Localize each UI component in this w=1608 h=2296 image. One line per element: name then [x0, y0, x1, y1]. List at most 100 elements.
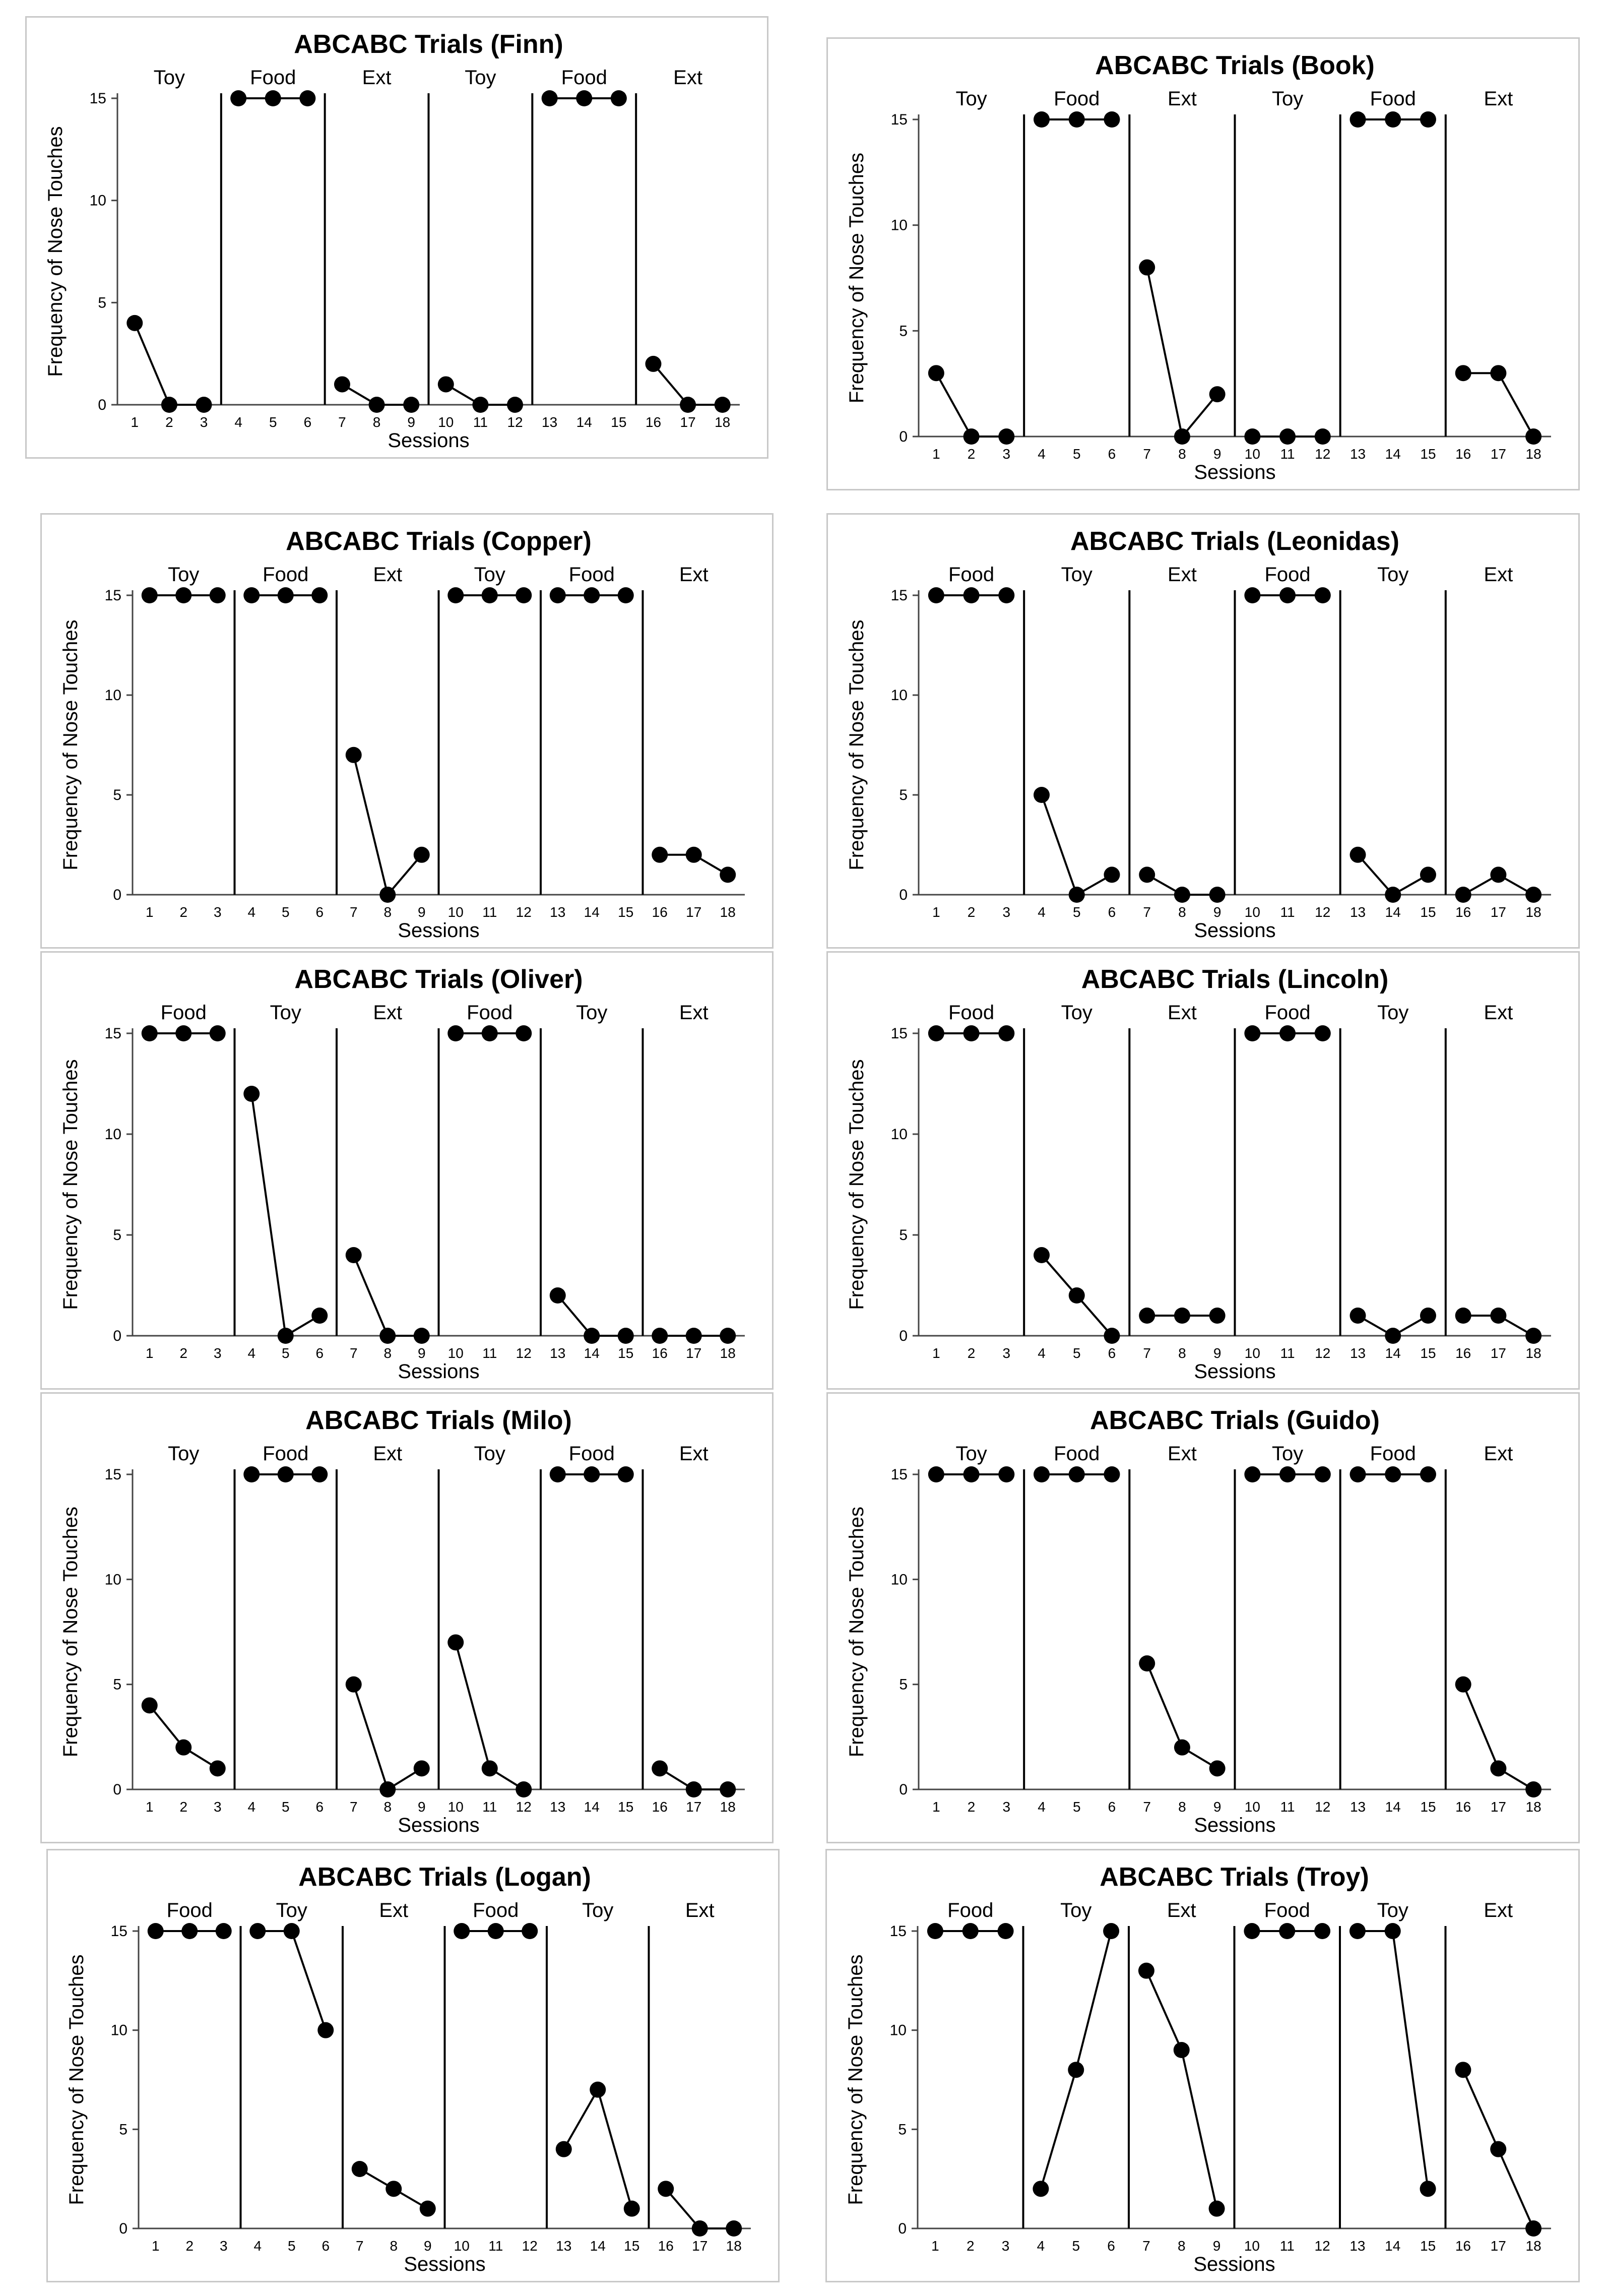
data-point — [1034, 1247, 1050, 1263]
phase-label: Toy — [154, 67, 185, 89]
data-point — [175, 1739, 192, 1756]
x-tick-label: 17 — [686, 904, 701, 920]
data-point — [345, 1247, 362, 1263]
data-point — [685, 1781, 702, 1797]
y-tick-label: 0 — [113, 1328, 121, 1344]
chart-title: ABCABC Trials (Troy) — [1100, 1863, 1369, 1892]
data-point — [584, 1466, 600, 1482]
data-point — [447, 1025, 464, 1041]
y-tick-label: 0 — [899, 1781, 908, 1798]
x-tick-label: 5 — [1073, 446, 1081, 462]
phase-label: Food — [263, 1443, 308, 1465]
y-tick-label: 5 — [113, 1227, 121, 1244]
data-point — [1455, 1676, 1471, 1693]
x-tick-label: 5 — [282, 1799, 290, 1815]
x-tick-label: 13 — [1350, 1345, 1366, 1361]
x-tick-label: 9 — [1213, 1345, 1221, 1361]
y-tick-label: 10 — [105, 687, 121, 704]
data-point — [1490, 1308, 1507, 1324]
data-point — [215, 1923, 232, 1939]
data-point — [1279, 1923, 1296, 1939]
phase-label: Food — [1264, 1002, 1310, 1024]
x-tick-label: 8 — [1178, 1799, 1186, 1815]
x-tick-label: 4 — [234, 414, 242, 430]
data-point — [379, 1328, 396, 1344]
data-point — [351, 2161, 368, 2177]
x-tick-label: 18 — [720, 1345, 736, 1361]
x-tick-label: 12 — [516, 1345, 532, 1361]
series-line-segment — [134, 323, 204, 406]
x-tick-label: 17 — [686, 1799, 701, 1815]
x-tick-label: 15 — [618, 1345, 633, 1361]
data-point — [1244, 1923, 1260, 1939]
data-point — [481, 1760, 498, 1777]
y-tick-label: 5 — [899, 787, 908, 803]
data-point — [481, 587, 498, 603]
data-point — [928, 365, 944, 382]
chart-title: ABCABC Trials (Milo) — [305, 1406, 572, 1435]
data-point — [345, 747, 362, 763]
data-point — [1525, 2220, 1542, 2237]
phase-label: Food — [1370, 1443, 1416, 1465]
phase-label: Ext — [362, 67, 392, 89]
series-line-segment — [1041, 794, 1113, 896]
phase-label: Ext — [679, 1443, 709, 1465]
chart-panel: ABCABC Trials (Milo) 0 5 10 15 1 2 3 4 5 6 7 8 9 10 11 1… — [40, 1392, 774, 1843]
x-tick-label: 17 — [1491, 446, 1506, 462]
data-point — [1104, 111, 1120, 128]
x-tick-label: 14 — [584, 1345, 600, 1361]
x-tick-label: 3 — [214, 1799, 222, 1815]
phase-label: Toy — [582, 1899, 613, 1921]
y-axis-title: Frequency of Nose Touches — [846, 1507, 868, 1757]
data-point — [181, 1923, 198, 1939]
x-tick-label: 13 — [550, 1345, 565, 1361]
series-line-segment — [258, 1930, 327, 2031]
x-axis-title: Sessions — [1194, 461, 1275, 483]
data-point — [522, 1923, 538, 1939]
x-tick-label: 8 — [383, 1345, 392, 1361]
y-tick-label: 15 — [891, 587, 908, 604]
data-point — [1314, 587, 1331, 603]
data-point — [610, 90, 627, 106]
data-point — [963, 428, 980, 445]
data-point — [1525, 887, 1542, 903]
data-point — [516, 1781, 532, 1797]
data-point — [1385, 887, 1401, 903]
x-axis-title: Sessions — [1193, 2253, 1275, 2275]
x-tick-label: 6 — [1107, 2238, 1115, 2254]
x-tick-label: 15 — [1420, 2238, 1436, 2254]
x-tick-label: 10 — [1245, 1799, 1260, 1815]
chart-title: ABCABC Trials (Oliver) — [294, 965, 583, 994]
data-point — [454, 1923, 470, 1939]
data-point — [1314, 1923, 1331, 1939]
x-tick-label: 7 — [1143, 1345, 1151, 1361]
data-point — [1034, 111, 1050, 128]
chart-title: ABCABC Trials (Leonidas) — [1070, 527, 1399, 556]
x-tick-label: 8 — [390, 2238, 398, 2254]
data-point — [1104, 1466, 1120, 1482]
chart-title: ABCABC Trials (Logan) — [298, 1863, 591, 1892]
x-tick-label: 12 — [522, 2238, 538, 2254]
x-tick-label: 2 — [179, 1345, 187, 1361]
data-point — [516, 1025, 532, 1041]
x-tick-label: 6 — [304, 414, 312, 430]
chart-panel: ABCABC Trials (Troy) 0 5 10 15 1 2 3 4 5 6 7 8 9 10 11 1… — [825, 1849, 1580, 2282]
data-point — [998, 1025, 1015, 1041]
x-tick-label: 8 — [383, 1799, 392, 1815]
phase-label: Food — [1054, 1443, 1100, 1465]
phase-label: Toy — [474, 1443, 505, 1465]
phase-label: Food — [948, 564, 994, 586]
x-tick-label: 13 — [1350, 446, 1366, 462]
data-point — [1349, 846, 1366, 863]
data-point — [1349, 1308, 1366, 1324]
data-point — [1420, 2181, 1436, 2197]
data-point — [998, 587, 1015, 603]
phase-label: Ext — [1168, 564, 1197, 586]
y-tick-label: 0 — [113, 1781, 121, 1798]
data-point — [1279, 1466, 1296, 1482]
phase-label: Toy — [1060, 1899, 1091, 1921]
y-tick-label: 5 — [113, 787, 121, 803]
data-point — [161, 397, 177, 413]
